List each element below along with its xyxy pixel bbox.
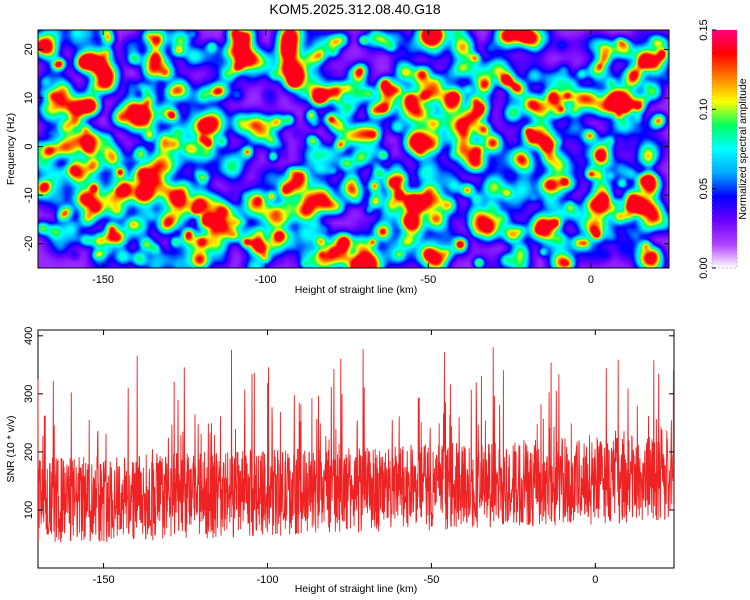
x-tick-label: -100: [255, 274, 277, 286]
y-tick-label: 300: [23, 385, 35, 403]
x-tick-label: -50: [423, 574, 439, 586]
y-tick-label: -20: [23, 236, 35, 252]
colorbar-gradient: [712, 30, 737, 268]
snr-panel: -150 -100 -50 0 100 200 300 400 Height of stra…: [5, 327, 675, 595]
y-tick-label: 0: [23, 144, 35, 150]
y-tick-label: 10: [23, 92, 35, 104]
snr-x-label: Height of straight line (km): [295, 583, 418, 595]
snr-y-ticks: 100 200 300 400: [23, 327, 674, 519]
spectrogram-frame: [37, 29, 670, 269]
x-tick-label: -50: [420, 274, 436, 286]
snr-series-line: [37, 347, 675, 543]
x-tick-label: -150: [93, 574, 115, 586]
spectrogram-x-ticks: -150 -100 -50 0: [92, 30, 594, 286]
y-tick-label: 400: [23, 327, 35, 345]
colorbar-tick-label: 0.00: [698, 257, 710, 278]
snr-y-label: SNR (10 * v/v): [5, 415, 17, 482]
x-tick-label: -150: [92, 274, 114, 286]
colorbar: 0.00 0.05 0.10 0.15 Normalized spectral amp…: [698, 19, 749, 278]
x-tick-label: -100: [256, 574, 278, 586]
colorbar-tick-label: 0.15: [698, 19, 710, 40]
y-tick-label: 200: [23, 443, 35, 461]
colorbar-label: Normalized spectral amplitude: [737, 78, 749, 219]
chart-title: KOM5.2025.312.08.40.G18: [269, 1, 440, 17]
colorbar-ticks: 0.00 0.05 0.10 0.15: [698, 19, 716, 279]
colorbar-frame: [711, 29, 738, 269]
spectrogram-y-label: Frequency (Hz): [5, 113, 17, 185]
y-tick-label: -10: [23, 187, 35, 203]
snr-x-ticks: -150 -100 -50 0: [93, 330, 598, 586]
spectrogram-heatmap: [38, 30, 669, 268]
colorbar-tick-label: 0.10: [698, 99, 710, 120]
x-tick-label: 0: [588, 274, 594, 286]
y-tick-label: 20: [23, 43, 35, 55]
x-tick-label: 0: [592, 574, 598, 586]
y-tick-label: 100: [23, 501, 35, 519]
spectrogram-y-ticks: -20 -10 0 10 20: [23, 43, 669, 252]
colorbar-tick-label: 0.05: [698, 178, 710, 199]
spectrogram-x-label: Height of straight line (km): [295, 284, 418, 296]
